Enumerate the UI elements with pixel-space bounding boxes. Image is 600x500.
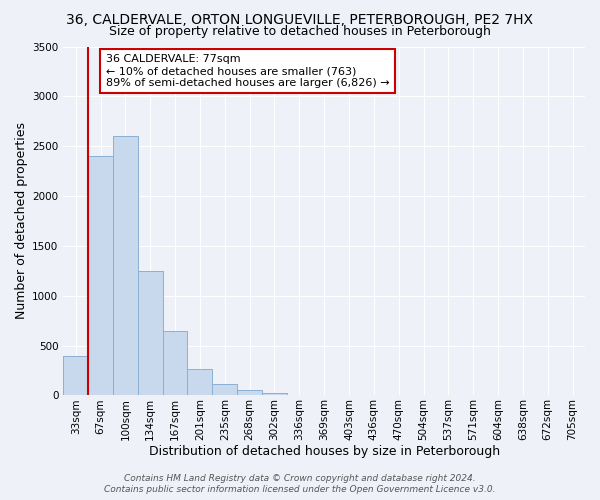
Text: Size of property relative to detached houses in Peterborough: Size of property relative to detached ho… — [109, 25, 491, 38]
X-axis label: Distribution of detached houses by size in Peterborough: Distribution of detached houses by size … — [149, 444, 500, 458]
Bar — [113, 136, 138, 396]
Bar — [88, 156, 113, 396]
Bar — [237, 390, 262, 396]
Text: 36 CALDERVALE: 77sqm
← 10% of detached houses are smaller (763)
89% of semi-deta: 36 CALDERVALE: 77sqm ← 10% of detached h… — [106, 54, 389, 88]
Bar — [138, 271, 163, 396]
Bar — [163, 330, 187, 396]
Bar — [63, 356, 88, 396]
Text: 36, CALDERVALE, ORTON LONGUEVILLE, PETERBOROUGH, PE2 7HX: 36, CALDERVALE, ORTON LONGUEVILLE, PETER… — [67, 12, 533, 26]
Bar — [187, 368, 212, 396]
Y-axis label: Number of detached properties: Number of detached properties — [15, 122, 28, 320]
Text: Contains HM Land Registry data © Crown copyright and database right 2024.
Contai: Contains HM Land Registry data © Crown c… — [104, 474, 496, 494]
Bar — [262, 393, 287, 396]
Bar — [212, 384, 237, 396]
